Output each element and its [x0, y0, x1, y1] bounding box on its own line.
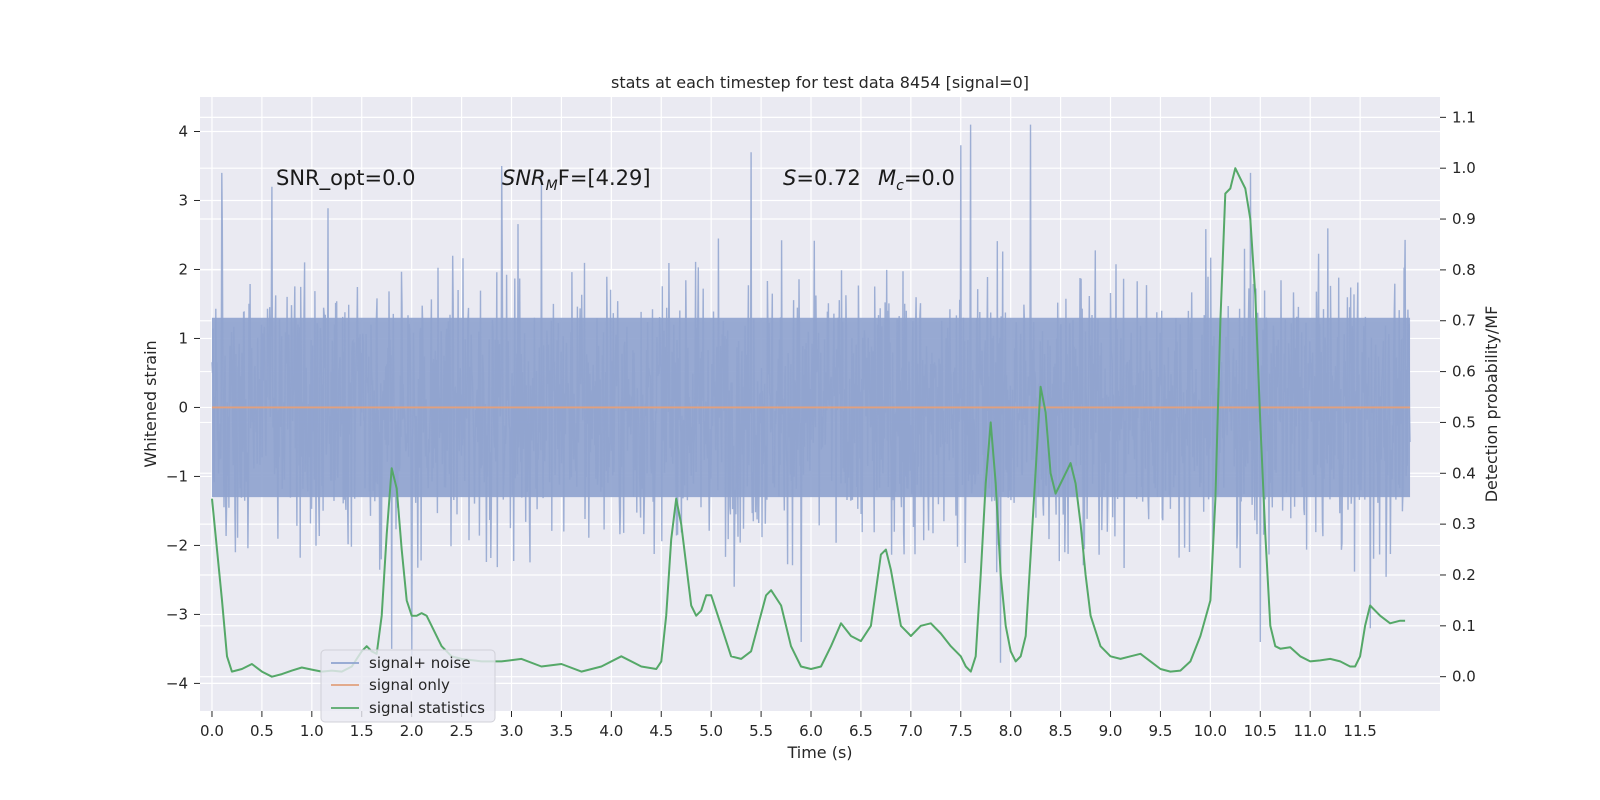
legend: signal+ noise signal only signal statist…: [320, 649, 496, 723]
annotation-snr-mf: SNRMF=[4.29]: [502, 166, 651, 194]
legend-box: [320, 649, 496, 723]
x-tick-label: 7.5: [949, 722, 973, 740]
y2-tick-label: 0.7: [1452, 312, 1476, 330]
annotation-mc-rest: =0.0: [904, 166, 955, 190]
x-ticks: 0.0 0.5 1.0 1.5 2.0 2.5 3.0 3.5 4.0 4.5 5.0 5.5 6.0 6…: [200, 711, 1377, 740]
x-tick-label: 9.5: [1149, 722, 1173, 740]
annotation-mc-var: M: [878, 166, 896, 190]
y2-tick-label: 0.4: [1452, 464, 1476, 482]
annotation-mc-sub: c: [896, 178, 904, 194]
x-tick-label: 5.0: [699, 722, 723, 740]
annotation-s: S=0.72: [783, 166, 861, 190]
legend-label-signal-only: signal only: [369, 676, 450, 694]
y-ticks: −4 −3 −2 −1 0 1 2 3 4: [166, 122, 200, 692]
y-tick-label: −2: [166, 536, 188, 554]
x-tick-label: 2.5: [450, 722, 474, 740]
x-tick-label: 4.0: [599, 722, 623, 740]
y-tick-label: −4: [166, 674, 188, 692]
legend-label-signal-noise: signal+ noise: [369, 654, 471, 672]
legend-label-signal-statistics: signal statistics: [369, 699, 485, 717]
y2-tick-label: 0.8: [1452, 261, 1476, 279]
y2-ticks: 0.0 0.1 0.2 0.3 0.4 0.5 0.6 0.7 0.8 0.9 1.0 1.1: [1440, 108, 1476, 686]
y2-tick-label: 0.6: [1452, 363, 1476, 381]
x-tick-label: 0.5: [250, 722, 274, 740]
chart-title: stats at each timestep for test data 845…: [611, 73, 1029, 92]
x-tick-label: 11.0: [1294, 722, 1327, 740]
annotation-snr-mf-var: SNR: [502, 166, 546, 190]
x-tick-label: 10.0: [1194, 722, 1227, 740]
x-tick-label: 3.5: [549, 722, 573, 740]
annotation-snr-mf-rest: F=[4.29]: [558, 166, 651, 190]
x-tick-label: 3.0: [500, 722, 524, 740]
signal-statistics-line: [211, 167, 1406, 678]
y-tick-label: 1: [178, 329, 188, 347]
x-tick-label: 0.0: [200, 722, 224, 740]
y-tick-label: 3: [178, 191, 188, 209]
annotation-snr-mf-sub: M: [546, 178, 558, 194]
x-tick-label: 9.0: [1099, 722, 1123, 740]
x-tick-label: 5.5: [749, 722, 773, 740]
y2-tick-label: 0.3: [1452, 515, 1476, 533]
y2-tick-label: 0.2: [1452, 566, 1476, 584]
annotation-s-rest: =0.72: [796, 166, 860, 190]
y2-tick-label: 0.9: [1452, 210, 1476, 228]
x-tick-label: 1.0: [300, 722, 324, 740]
annotation-snr-opt: SNR_opt=0.0: [276, 166, 416, 191]
x-tick-label: 8.5: [1049, 722, 1073, 740]
x-tick-label: 2.0: [400, 722, 424, 740]
y-tick-label: 4: [178, 122, 188, 140]
signal-statistics-series: [211, 167, 1406, 678]
y-tick-label: −3: [166, 605, 188, 623]
y2-tick-label: 1.0: [1452, 159, 1476, 177]
x-axis-label: Time (s): [786, 743, 852, 762]
y-tick-label: 0: [178, 398, 188, 416]
x-tick-label: 6.0: [799, 722, 823, 740]
y2-axis-label: Detection probability/MF: [1482, 306, 1501, 503]
annotation-mc: Mc=0.0: [878, 166, 955, 194]
y2-tick-label: 0.5: [1452, 413, 1476, 431]
y-axis-label: Whitened strain: [141, 340, 160, 467]
y2-tick-label: 1.1: [1452, 108, 1476, 126]
y-tick-label: 2: [178, 260, 188, 278]
annotation-s-var: S: [783, 166, 796, 190]
y-tick-label: −1: [166, 467, 188, 485]
y2-tick-label: 0.1: [1452, 617, 1476, 635]
y2-tick-label: 0.0: [1452, 668, 1476, 686]
x-tick-label: 1.5: [350, 722, 374, 740]
x-tick-label: 10.5: [1244, 722, 1277, 740]
x-tick-label: 6.5: [849, 722, 873, 740]
x-tick-label: 4.5: [649, 722, 673, 740]
x-tick-label: 7.0: [899, 722, 923, 740]
x-tick-label: 11.5: [1343, 722, 1376, 740]
x-tick-label: 8.0: [999, 722, 1023, 740]
